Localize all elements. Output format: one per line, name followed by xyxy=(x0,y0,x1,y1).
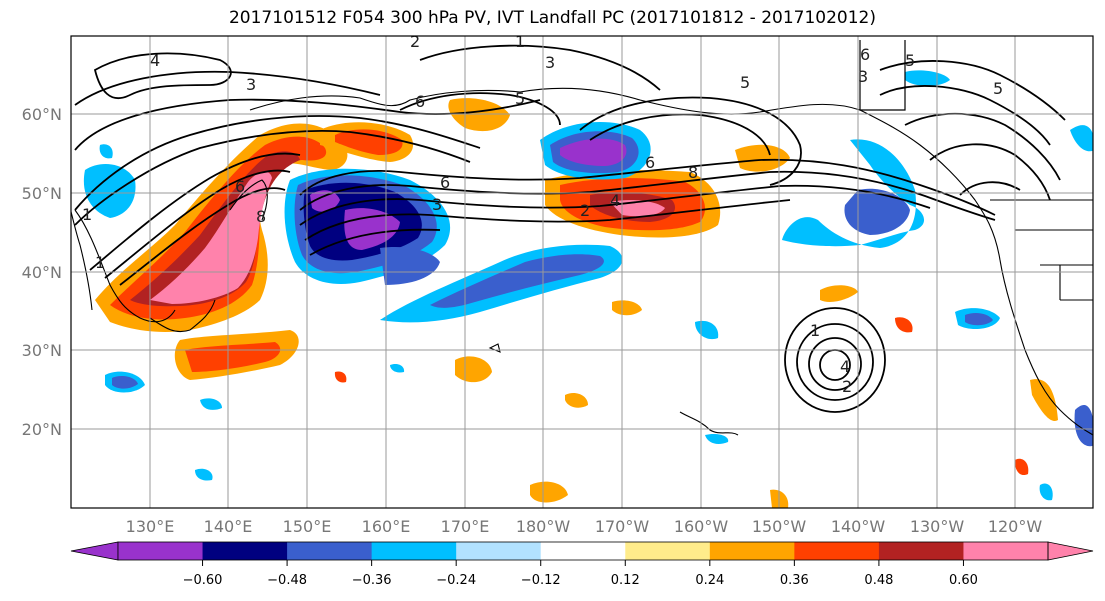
lon-tick: 170°E xyxy=(441,517,490,536)
colorbar-tick-label: −0.60 xyxy=(183,573,223,588)
contour-label: 3 xyxy=(545,53,555,72)
lat-tick: 40°N xyxy=(22,263,62,282)
colorbar-segment xyxy=(456,542,542,560)
lat-tick: 20°N xyxy=(22,420,62,439)
colorbar-tick-label: 0.60 xyxy=(949,573,978,588)
contour-label: 2 xyxy=(580,201,590,220)
lon-tick: 160°W xyxy=(674,517,729,536)
contour-label: 4 xyxy=(610,191,620,210)
colorbar-extend-max xyxy=(1047,541,1094,561)
contour-label: 5 xyxy=(515,89,525,108)
contour-label: 5 xyxy=(740,73,750,92)
contour-label: 2 xyxy=(410,32,420,51)
lon-tick: 120°W xyxy=(988,517,1043,536)
contour-label: 6 xyxy=(235,177,245,196)
gridlines xyxy=(71,36,1093,508)
contour-label: 3 xyxy=(858,67,868,86)
lon-tick: 150°E xyxy=(283,517,332,536)
coastlines xyxy=(71,87,1093,436)
colorbar-segment xyxy=(709,542,795,560)
contour-label: 1 xyxy=(810,321,820,340)
colorbar-segment xyxy=(371,542,457,560)
contour-label: 4 xyxy=(840,357,850,376)
lat-tick: 30°N xyxy=(22,341,62,360)
lon-tick: 150°W xyxy=(752,517,807,536)
contour-lines xyxy=(74,40,1066,413)
colorbar-segment xyxy=(287,542,373,560)
contour-label: 8 xyxy=(688,163,698,182)
contour-label-group: 4 3 2 1 6 3 5 5 6 5 3 1 6 8 2 4 1 6 8 6 … xyxy=(82,32,1003,396)
lon-axis: 130°E 140°E 150°E 160°E 170°E 180°W 170°… xyxy=(126,517,1043,536)
contour-label: 6 xyxy=(860,45,870,64)
colorbar-tick-label: 0.24 xyxy=(695,573,724,588)
contour-label: 3 xyxy=(246,75,256,94)
contour-label: 3 xyxy=(432,195,442,214)
contour-label: 6 xyxy=(440,173,450,192)
contour-label: 1 xyxy=(82,205,92,224)
lat-axis: 60°N 50°N 40°N 30°N 20°N xyxy=(22,105,62,439)
lon-tick: 140°W xyxy=(831,517,886,536)
colorbar-segment xyxy=(794,542,880,560)
lon-tick: 160°E xyxy=(362,517,411,536)
colorbar-segment xyxy=(118,542,204,560)
map-title: 2017101512 F054 300 hPa PV, IVT Landfall… xyxy=(228,8,876,28)
colorbar-tick-label: 0.48 xyxy=(864,573,893,588)
lon-tick: 170°W xyxy=(595,517,650,536)
contour-label: 1 xyxy=(515,32,525,51)
colorbar-tick-label: −0.12 xyxy=(521,573,561,588)
colorbar-segment xyxy=(878,542,964,560)
colorbar: −0.60 −0.48 −0.36 −0.24 −0.12 0.12 0.24 0.36 0.4… xyxy=(70,541,1094,588)
lon-tick: 140°E xyxy=(204,517,253,536)
contour-label: 5 xyxy=(905,51,915,70)
colorbar-tick-label: −0.48 xyxy=(267,573,307,588)
map-border xyxy=(70,35,1094,509)
contour-label: 4 xyxy=(150,51,160,70)
colorbar-tick-label: −0.24 xyxy=(436,573,476,588)
lon-tick: 130°E xyxy=(126,517,175,536)
lon-tick: 180°W xyxy=(516,517,571,536)
colorbar-tick-label: −0.36 xyxy=(352,573,392,588)
lon-tick: 130°W xyxy=(910,517,965,536)
colorbar-tick-label: 0.12 xyxy=(611,573,640,588)
contour-label: 6 xyxy=(645,153,655,172)
contour-label: 5 xyxy=(993,79,1003,98)
contour-label: 2 xyxy=(842,377,852,396)
colorbar-segment xyxy=(540,542,626,560)
colorbar-segment xyxy=(963,542,1049,560)
colorbar-segment xyxy=(202,542,288,560)
colorbar-extend-min xyxy=(70,541,119,561)
contour-label: 8 xyxy=(256,207,266,226)
colorbar-segment xyxy=(625,542,711,560)
lat-tick: 60°N xyxy=(22,105,62,124)
colorbar-tick-label: 0.36 xyxy=(780,573,809,588)
colorbar-outline xyxy=(117,541,1049,561)
contour-label: 6 xyxy=(415,92,425,111)
lat-tick: 50°N xyxy=(22,184,62,203)
contour-label: 1 xyxy=(95,253,105,272)
